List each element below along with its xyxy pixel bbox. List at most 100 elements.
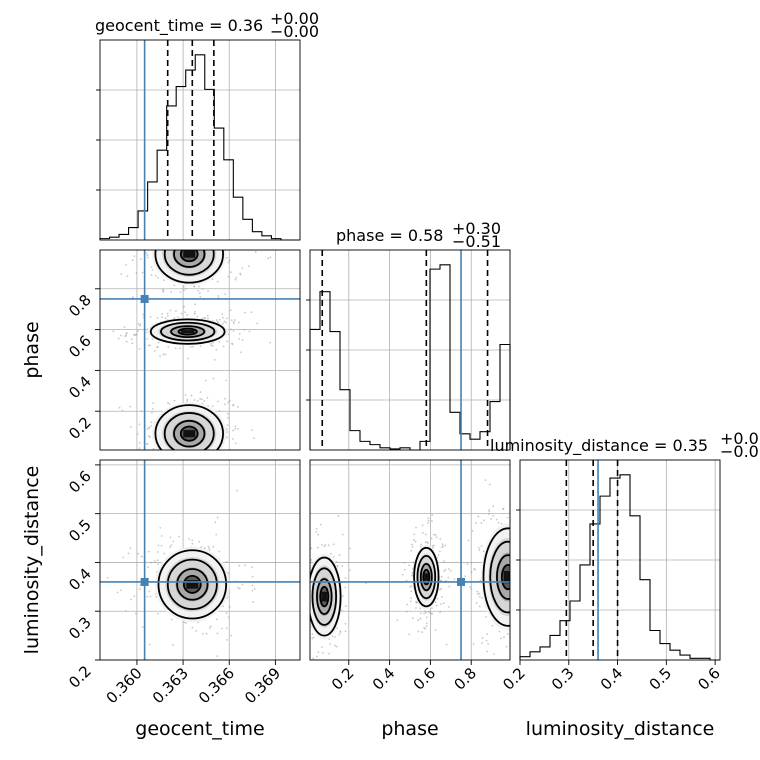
scatter-point <box>514 584 516 586</box>
scatter-point <box>209 203 211 205</box>
scatter-point <box>226 340 228 343</box>
contour-0-0 <box>154 404 224 450</box>
scatter-point <box>241 339 244 342</box>
scatter-point <box>442 602 445 605</box>
scatter-point <box>424 610 426 613</box>
scatter-point <box>157 544 160 547</box>
scatter-point <box>305 574 307 576</box>
scatter-point <box>335 645 338 648</box>
contour-2-2 <box>173 250 206 268</box>
scatter-point <box>535 620 537 622</box>
scatter-point <box>150 266 153 268</box>
scatter-point <box>305 571 307 573</box>
scatter-point <box>164 317 167 320</box>
scatter-point <box>427 610 430 613</box>
scatter-point <box>530 531 532 533</box>
scatter-point <box>225 560 228 563</box>
contour-1-2 <box>170 325 206 339</box>
scatter-point <box>216 320 219 323</box>
scatter-point <box>130 425 132 428</box>
scatter-point <box>408 564 410 567</box>
scatter-point <box>168 453 170 455</box>
scatter-point <box>159 243 161 245</box>
scatter-point <box>332 668 334 670</box>
scatter-point <box>250 311 253 314</box>
scatter-point <box>222 605 225 608</box>
scatter-point <box>126 275 129 278</box>
scatter-point <box>106 576 109 579</box>
scatter-point <box>243 564 246 567</box>
contour-1-2 <box>419 563 433 592</box>
scatter-point <box>160 535 163 537</box>
scatter-point <box>148 427 151 430</box>
scatter-point <box>413 539 415 541</box>
scatter-point <box>138 442 141 444</box>
scatter-point <box>216 214 218 216</box>
scatter-point <box>522 575 524 577</box>
title-luminosity-distance-minus: −0.06 <box>720 442 760 461</box>
scatter-point <box>155 595 158 598</box>
scatter-point <box>484 479 487 481</box>
scatter-point <box>221 313 224 316</box>
scatter-point <box>486 650 488 653</box>
scatter-point <box>316 546 319 549</box>
scatter-point <box>487 513 490 515</box>
scatter-point <box>150 421 153 424</box>
scatter-point <box>538 560 540 562</box>
scatter-point <box>152 402 154 405</box>
scatter-point <box>237 427 239 430</box>
scatter-point <box>344 577 347 579</box>
scatter-point <box>184 311 187 314</box>
scatter-point <box>410 590 413 593</box>
scatter-point <box>215 533 218 536</box>
diag-panel-phase <box>306 249 511 451</box>
scatter-point <box>138 348 141 351</box>
scatter-point <box>288 600 290 602</box>
scatter-point <box>120 273 123 275</box>
ytick-label-luminosity_distance-4: 0.6 <box>65 467 95 497</box>
scatter-point <box>177 234 179 236</box>
scatter-point <box>173 284 176 287</box>
scatter-point <box>317 533 319 536</box>
scatter-point <box>302 605 304 607</box>
scatter-point <box>432 546 434 549</box>
scatter-point <box>532 618 534 620</box>
scatter-point <box>344 586 347 589</box>
scatter-point <box>315 530 318 533</box>
contour-0-0 <box>310 556 342 637</box>
scatter-point <box>506 633 509 635</box>
scatter-point <box>431 520 433 522</box>
scatter-point <box>193 285 196 288</box>
scatter-point <box>524 513 526 515</box>
scatter-point <box>349 569 351 572</box>
scatter-point <box>129 547 132 550</box>
scatter-point <box>474 568 477 571</box>
scatter-point <box>194 311 196 313</box>
scatter-point <box>492 514 495 517</box>
contour-2-0 <box>154 250 224 284</box>
scatter-point <box>148 344 151 347</box>
scatter-point <box>476 662 478 664</box>
scatter-point <box>232 404 235 407</box>
scatter-point <box>196 315 199 318</box>
scatter-point <box>188 230 190 232</box>
scatter-point <box>254 250 257 253</box>
scatter-point <box>197 472 199 474</box>
panel-frame-phase <box>309 249 511 451</box>
scatter-point <box>512 611 514 613</box>
scatter-point <box>226 248 228 250</box>
scatter-point <box>477 547 480 549</box>
scatter-point <box>229 399 231 402</box>
scatter-point <box>512 535 514 537</box>
scatter-point <box>267 257 270 260</box>
scatter-point <box>419 612 422 614</box>
scatter-point <box>483 519 485 522</box>
density-peak <box>181 330 195 334</box>
scatter-point <box>514 594 516 596</box>
scatter-point <box>135 272 138 274</box>
scatter-point <box>515 549 517 551</box>
scatter-point <box>208 473 210 475</box>
scatter-point <box>215 348 218 351</box>
xtick-label-phase-3: 0.8 <box>450 664 480 694</box>
scatter-point <box>405 610 408 613</box>
